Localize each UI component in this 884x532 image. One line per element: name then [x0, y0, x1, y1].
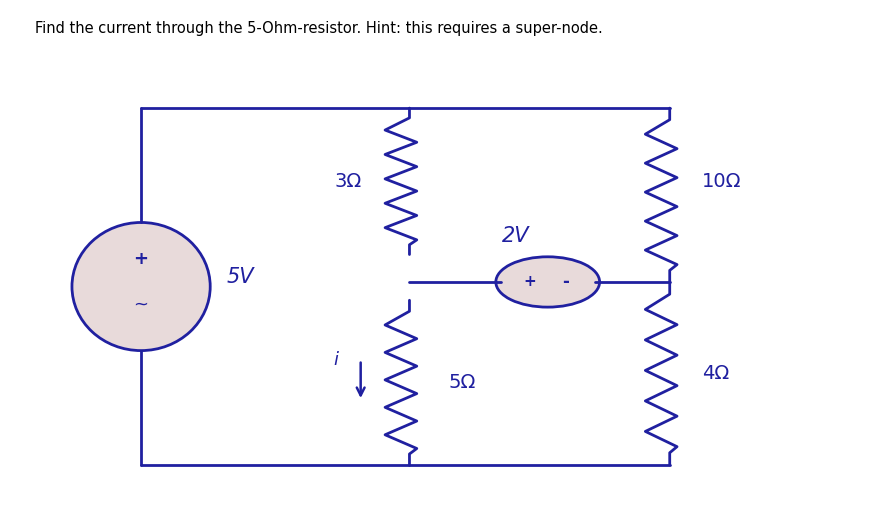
Text: 5V: 5V [226, 268, 254, 287]
Text: 2V: 2V [501, 226, 529, 246]
Text: ~: ~ [133, 296, 149, 314]
Text: i: i [334, 351, 339, 369]
Text: 5Ω: 5Ω [449, 373, 476, 392]
Text: 3Ω: 3Ω [335, 172, 362, 191]
Ellipse shape [496, 257, 599, 307]
Text: 10Ω: 10Ω [702, 172, 742, 191]
Ellipse shape [72, 222, 210, 351]
Text: 4Ω: 4Ω [702, 364, 729, 383]
Text: +: + [523, 275, 537, 289]
Text: -: - [562, 273, 569, 291]
Text: Find the current through the 5-Ohm-resistor. Hint: this requires a super-node.: Find the current through the 5-Ohm-resis… [35, 21, 603, 36]
Text: +: + [133, 250, 149, 268]
